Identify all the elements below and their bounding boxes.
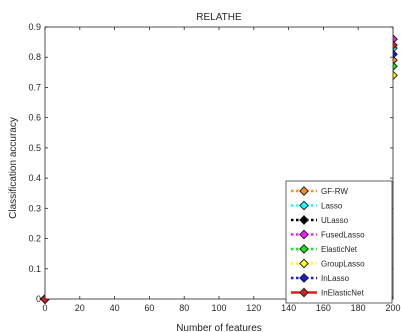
legend-entry: ElasticNet: [291, 244, 358, 254]
legend-marker: [299, 273, 309, 283]
legend-marker: [299, 287, 309, 298]
legend-entry: FusedLasso: [291, 229, 365, 240]
legend-label: FusedLasso: [321, 231, 365, 240]
y-tick-label: 0.9: [28, 22, 41, 32]
y-tick-label: 0.8: [28, 52, 41, 62]
chart-title: RELATHE: [196, 12, 242, 23]
x-tick-label: 100: [211, 303, 226, 313]
x-axis-label: Number of features: [176, 323, 262, 332]
legend-entry: ULasso: [291, 215, 349, 225]
legend-box: [285, 180, 393, 304]
x-tick-label: 0: [42, 303, 47, 313]
y-tick-label: 0.6: [28, 113, 41, 123]
y-tick-label: 0: [36, 294, 41, 304]
legend-label: InElasticNet: [321, 289, 364, 298]
legend-entry: Lasso: [291, 200, 343, 211]
x-tick-label: 60: [144, 303, 154, 313]
legend-entry: GF-RW: [291, 186, 348, 196]
legend-marker: [299, 229, 309, 240]
y-tick-label: 0.1: [28, 264, 41, 274]
legend-label: GF-RW: [321, 187, 348, 196]
x-tick-label: 80: [179, 303, 189, 313]
legend-label: ElasticNet: [321, 245, 358, 254]
legend-marker: [299, 215, 309, 225]
legend-entry: GroupLasso: [291, 258, 365, 269]
legend-label: GroupLasso: [321, 260, 365, 269]
x-tick-label: 160: [316, 303, 331, 313]
y-tick-label: 0.3: [28, 203, 41, 213]
legend-label: Lasso: [321, 202, 343, 211]
x-tick-label: 20: [75, 303, 85, 313]
legend-entry: InLasso: [291, 273, 350, 283]
legend-marker: [299, 186, 309, 196]
y-tick-label: 0.7: [28, 82, 41, 92]
x-tick-label: 200: [385, 303, 400, 313]
legend: GF-RW Lasso ULasso FusedLasso ElasticNet Grou…: [285, 180, 393, 304]
x-tick-label: 180: [351, 303, 366, 313]
legend-label: ULasso: [321, 216, 349, 225]
y-axis-label: Classification accuracy: [8, 117, 19, 219]
y-tick-label: 0.4: [28, 173, 41, 183]
legend-label: InLasso: [321, 274, 350, 283]
x-tick-label: 40: [110, 303, 120, 313]
legend-marker: [299, 200, 309, 211]
legend-marker: [299, 258, 309, 269]
legend-entry: InElasticNet: [291, 287, 364, 298]
y-tick-label: 0.5: [28, 143, 41, 153]
x-tick-label: 140: [281, 303, 296, 313]
legend-marker: [299, 244, 309, 254]
x-tick-label: 120: [246, 303, 261, 313]
y-tick-label: 0.2: [28, 234, 41, 244]
